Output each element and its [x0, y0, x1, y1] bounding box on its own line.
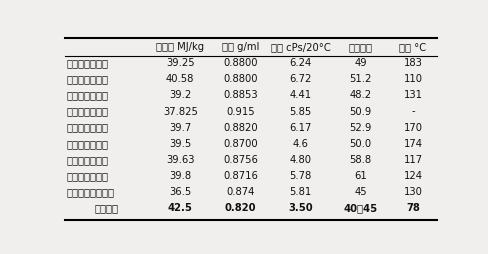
- Text: 0.820: 0.820: [224, 203, 256, 213]
- Text: 0.8756: 0.8756: [223, 155, 258, 165]
- Text: 0.8800: 0.8800: [223, 74, 258, 84]
- Text: 39.7: 39.7: [169, 123, 191, 133]
- Text: 37.825: 37.825: [163, 106, 198, 117]
- Text: 常规柴油: 常规柴油: [95, 203, 119, 213]
- Text: 48.2: 48.2: [349, 90, 372, 100]
- Text: 6.24: 6.24: [289, 58, 312, 68]
- Text: 50.0: 50.0: [349, 139, 372, 149]
- Text: 36.5: 36.5: [169, 187, 191, 197]
- Text: 4.41: 4.41: [289, 90, 311, 100]
- Text: 39.25: 39.25: [166, 58, 195, 68]
- Text: 58.8: 58.8: [349, 155, 372, 165]
- Text: 183: 183: [404, 58, 423, 68]
- Text: 42.5: 42.5: [168, 203, 193, 213]
- Text: 49: 49: [354, 58, 367, 68]
- Text: 橡胶簽油生物柴油: 橡胶簽油生物柴油: [67, 187, 115, 197]
- Text: 5.81: 5.81: [289, 187, 312, 197]
- Text: 117: 117: [404, 155, 423, 165]
- Text: 45: 45: [354, 187, 367, 197]
- Text: 39.8: 39.8: [169, 171, 191, 181]
- Text: 39.63: 39.63: [166, 155, 195, 165]
- Text: 棉簽油生物柴油: 棉簽油生物柴油: [67, 74, 109, 84]
- Text: 十六烷値: 十六烷値: [348, 42, 373, 52]
- Text: 124: 124: [404, 171, 423, 181]
- Text: 170: 170: [404, 123, 423, 133]
- Text: 菜簽油生物柴油: 菜簽油生物柴油: [67, 123, 109, 133]
- Text: 4.6: 4.6: [293, 139, 308, 149]
- Text: 0.8820: 0.8820: [223, 123, 258, 133]
- Text: 6.72: 6.72: [289, 74, 312, 84]
- Text: 61: 61: [354, 171, 367, 181]
- Text: 粘度 cPs/20°C: 粘度 cPs/20°C: [271, 42, 330, 52]
- Text: 6.17: 6.17: [289, 123, 312, 133]
- Text: 0.8853: 0.8853: [223, 90, 258, 100]
- Text: 0.8800: 0.8800: [223, 58, 258, 68]
- Text: 5.85: 5.85: [289, 106, 312, 117]
- Text: 130: 130: [404, 187, 423, 197]
- Text: 0.8716: 0.8716: [223, 171, 258, 181]
- Text: 密度 g/ml: 密度 g/ml: [222, 42, 259, 52]
- Text: 110: 110: [404, 74, 423, 84]
- Text: 5.78: 5.78: [289, 171, 312, 181]
- Text: 39.5: 39.5: [169, 139, 191, 149]
- Text: 低热値 MJ/kg: 低热値 MJ/kg: [156, 42, 204, 52]
- Text: 50.9: 50.9: [349, 106, 372, 117]
- Text: 40～45: 40～45: [344, 203, 378, 213]
- Text: 78: 78: [406, 203, 420, 213]
- Text: 大豆油生物柴油: 大豆油生物柴油: [67, 90, 109, 100]
- Text: 131: 131: [404, 90, 423, 100]
- Text: 0.8700: 0.8700: [223, 139, 258, 149]
- Text: 向日葛生物柴油: 向日葛生物柴油: [67, 58, 109, 68]
- Text: 4.80: 4.80: [289, 155, 311, 165]
- Text: 玉米油生物柴油: 玉米油生物柴油: [67, 106, 109, 117]
- Text: 闪点 °C: 闪点 °C: [400, 42, 427, 52]
- Text: 39.2: 39.2: [169, 90, 191, 100]
- Text: 煎炸油生物柴油: 煎炸油生物柴油: [67, 171, 109, 181]
- Text: 51.2: 51.2: [349, 74, 372, 84]
- Text: 174: 174: [404, 139, 423, 149]
- Text: 棕榴油生物柴油: 棕榴油生物柴油: [67, 139, 109, 149]
- Text: 52.9: 52.9: [349, 123, 372, 133]
- Text: 40.58: 40.58: [166, 74, 194, 84]
- Text: 牛油脂生物柴油: 牛油脂生物柴油: [67, 155, 109, 165]
- Text: -: -: [411, 106, 415, 117]
- Text: 0.874: 0.874: [226, 187, 255, 197]
- Text: 0.915: 0.915: [226, 106, 255, 117]
- Text: 3.50: 3.50: [288, 203, 313, 213]
